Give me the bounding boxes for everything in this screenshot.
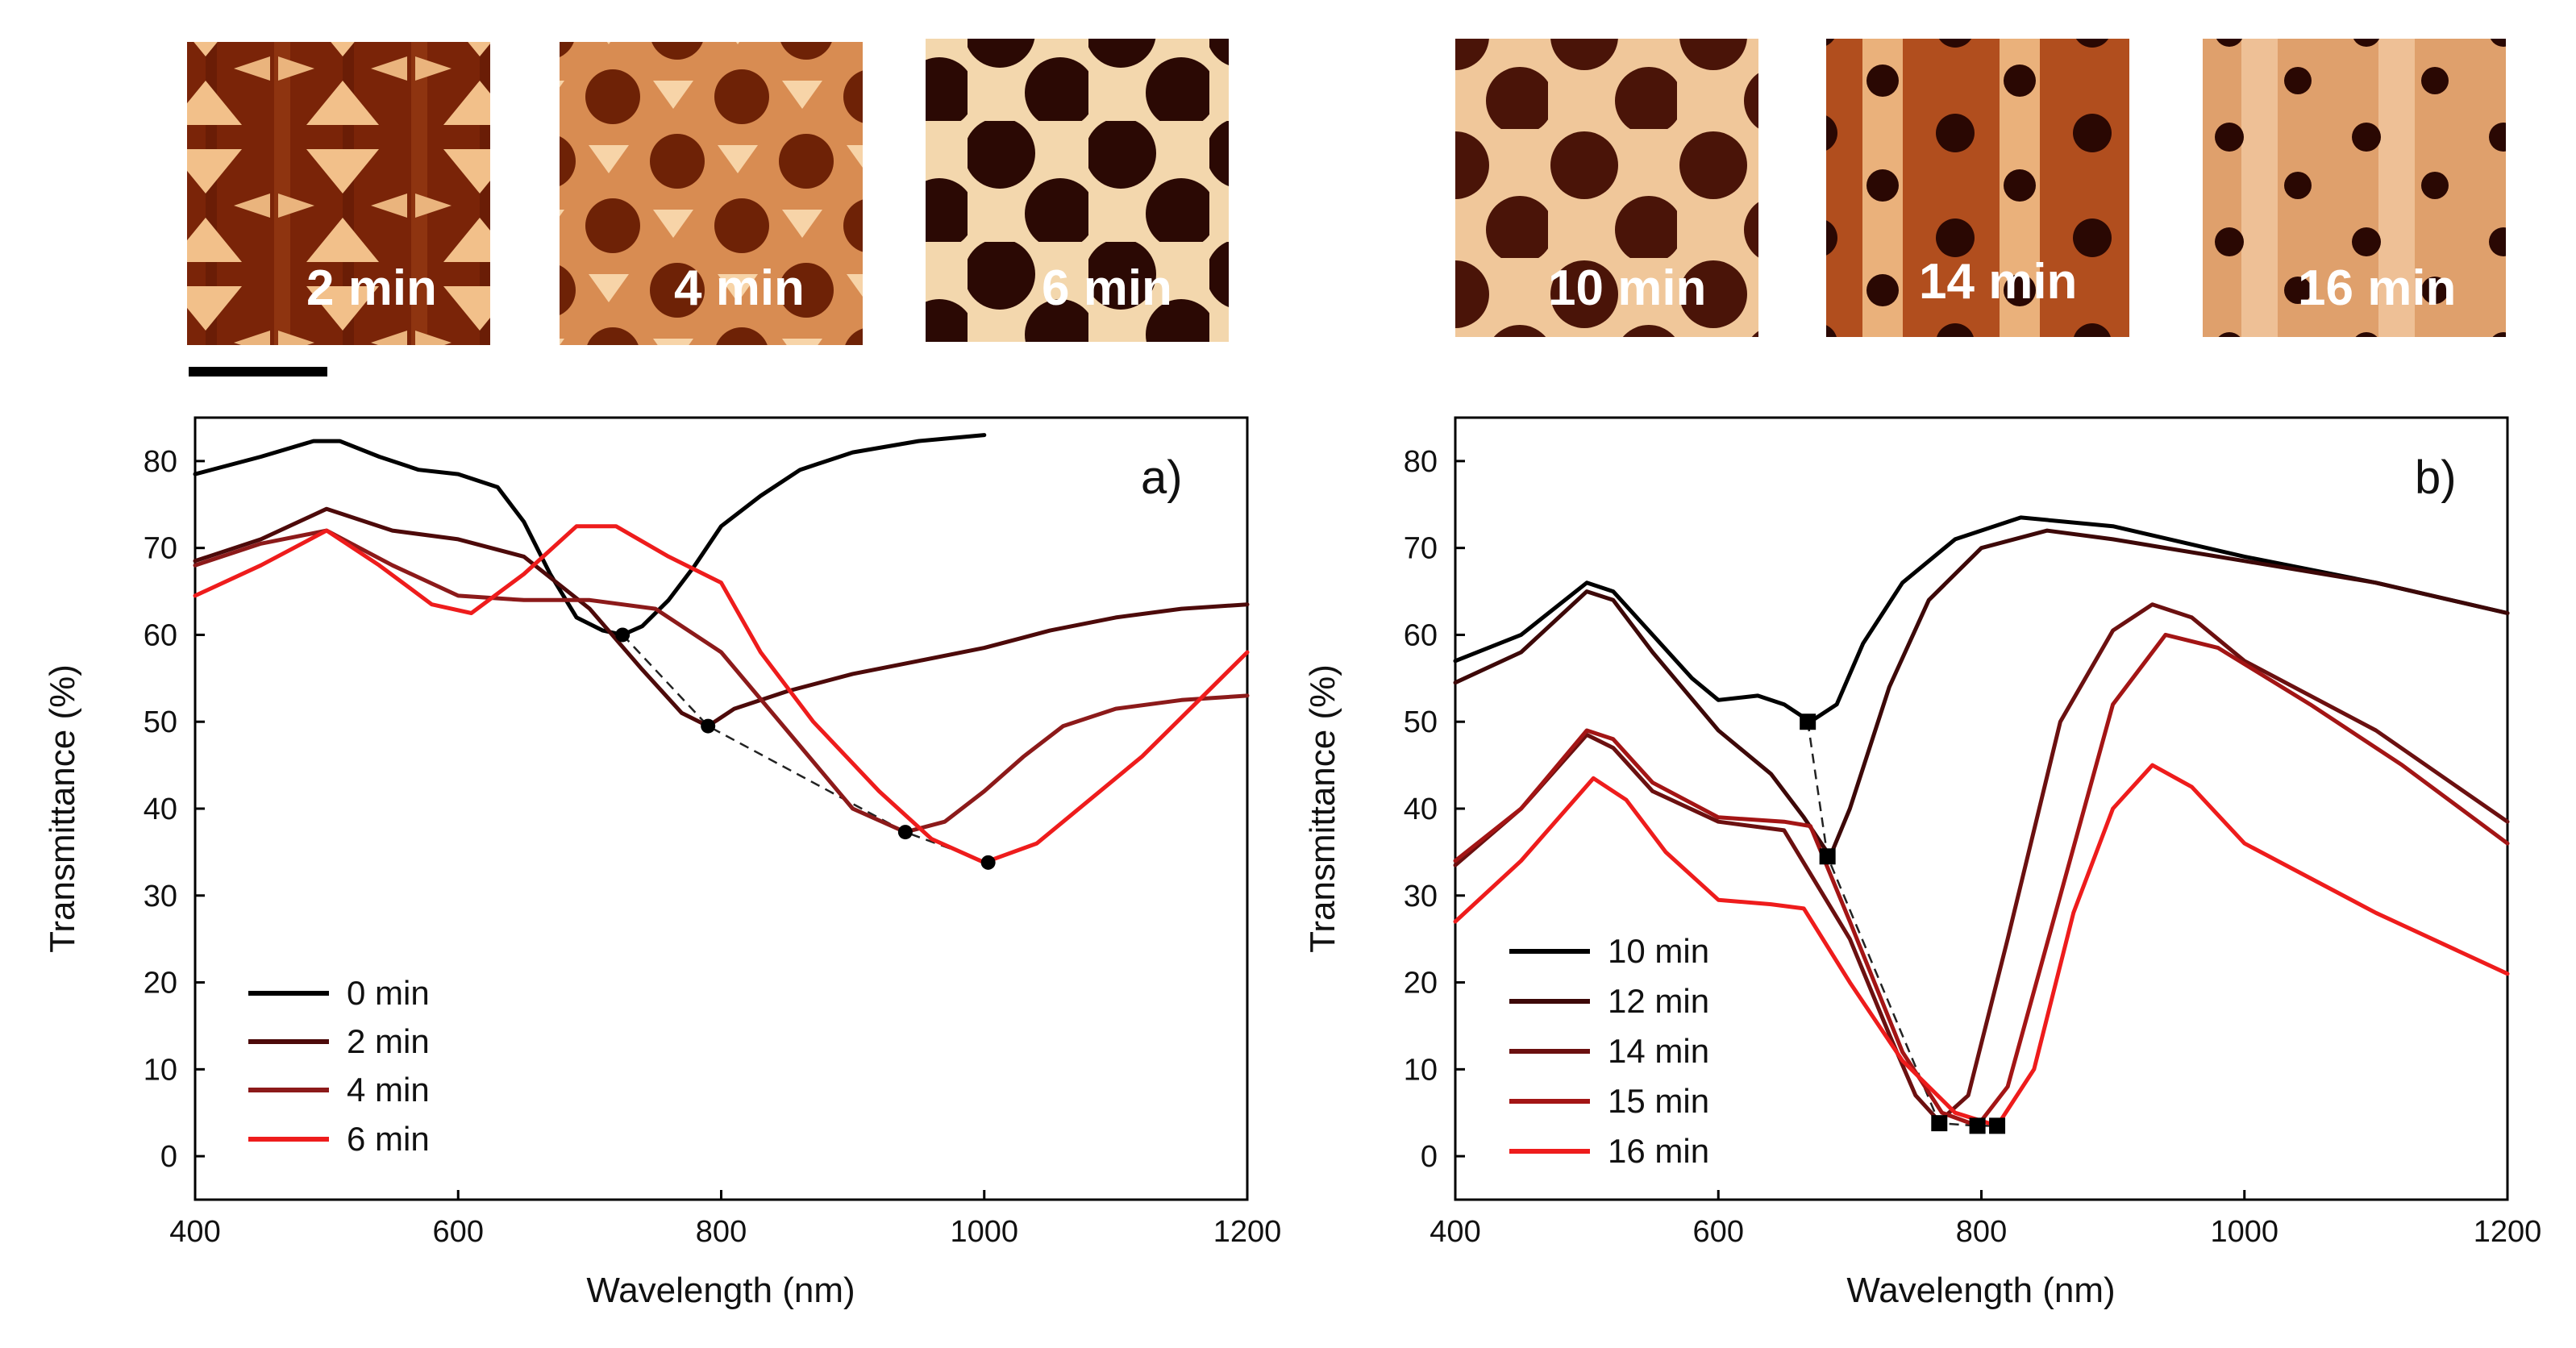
afm-image-16min: 16 min bbox=[2203, 39, 2506, 337]
x-tick-label: 800 bbox=[1956, 1215, 2007, 1249]
minimum-marker bbox=[701, 718, 716, 734]
y-tick-label: 70 bbox=[144, 532, 177, 566]
legend: 0 min 2 min 4 min 6 min bbox=[248, 974, 430, 1158]
chart-b: b) Wavelength (nm) Transmittance (%) 400… bbox=[1303, 416, 2542, 1310]
y-tick-label: 50 bbox=[144, 705, 177, 739]
afm-label: 16 min bbox=[2298, 260, 2456, 316]
legend-item: 2 min bbox=[347, 1022, 430, 1060]
series-line-4-min bbox=[193, 528, 1250, 834]
afm-label: 6 min bbox=[1042, 260, 1172, 316]
afm-label: 10 min bbox=[1548, 260, 1706, 316]
y-tick-label: 70 bbox=[1404, 532, 1438, 566]
legend-item: 14 min bbox=[1608, 1032, 1709, 1070]
legend-item: 10 min bbox=[1608, 932, 1709, 970]
minimum-marker bbox=[897, 825, 913, 840]
x-tick-label: 1200 bbox=[2474, 1215, 2542, 1249]
y-tick-label: 0 bbox=[1421, 1140, 1438, 1174]
legend-item: 16 min bbox=[1608, 1132, 1709, 1170]
x-tick-label: 1000 bbox=[2210, 1215, 2278, 1249]
y-axis-label: Transmittance (%) bbox=[43, 664, 82, 953]
y-tick-label: 80 bbox=[1404, 445, 1438, 479]
y-tick-label: 30 bbox=[144, 880, 177, 913]
y-axis-label: Transmittance (%) bbox=[1303, 664, 1342, 953]
chart-a: a) Wavelength (nm) Transmittance (%) 400… bbox=[43, 416, 1282, 1310]
afm-image-2min: 2 min bbox=[187, 42, 490, 345]
x-tick-label: 600 bbox=[433, 1215, 484, 1249]
legend: 10 min 12 min 14 min 15 min 16 min bbox=[1509, 932, 1709, 1170]
legend-item: 12 min bbox=[1608, 982, 1709, 1020]
panel-label: a) bbox=[1141, 451, 1183, 504]
series-line-12-min bbox=[1453, 528, 2510, 859]
minimum-marker bbox=[1800, 714, 1817, 730]
x-tick-label: 600 bbox=[1693, 1215, 1744, 1249]
y-tick-label: 60 bbox=[1404, 618, 1438, 652]
series-line-16-min bbox=[1453, 763, 2510, 1128]
afm-image-6min: 6 min bbox=[926, 39, 1229, 342]
y-tick-label: 10 bbox=[1404, 1053, 1438, 1087]
series-line-6-min bbox=[193, 524, 1250, 865]
y-tick-label: 20 bbox=[144, 967, 177, 1001]
afm-image-4min: 4 min bbox=[560, 42, 863, 345]
y-tick-label: 80 bbox=[144, 445, 177, 479]
afm-label: 2 min bbox=[306, 260, 437, 316]
legend-item: 4 min bbox=[347, 1071, 430, 1109]
minima-trend-line bbox=[622, 634, 989, 863]
minimum-marker bbox=[1989, 1117, 2006, 1134]
afm-image-14min: 14 min bbox=[1826, 39, 2129, 337]
series-line-2-min bbox=[193, 506, 1250, 729]
afm-image-10min: 10 min bbox=[1455, 39, 1758, 337]
afm-label: 14 min bbox=[1919, 254, 2077, 310]
minimum-marker bbox=[1819, 848, 1836, 865]
x-axis-label: Wavelength (nm) bbox=[586, 1271, 855, 1310]
minimum-marker bbox=[1969, 1117, 1986, 1134]
x-tick-label: 400 bbox=[1429, 1215, 1480, 1249]
legend-item: 0 min bbox=[347, 974, 430, 1012]
x-tick-label: 1200 bbox=[1213, 1215, 1282, 1249]
y-tick-label: 50 bbox=[1404, 705, 1438, 739]
series-line-0-min bbox=[193, 433, 987, 637]
y-tick-label: 20 bbox=[1404, 967, 1438, 1001]
y-tick-label: 10 bbox=[144, 1053, 177, 1087]
legend-item: 15 min bbox=[1608, 1082, 1709, 1120]
minimum-marker bbox=[615, 627, 630, 643]
scale-bar bbox=[189, 367, 327, 377]
y-tick-label: 30 bbox=[1404, 880, 1438, 913]
x-axis-label: Wavelength (nm) bbox=[1846, 1271, 2115, 1310]
panel-label: b) bbox=[2415, 451, 2457, 504]
x-tick-label: 400 bbox=[169, 1215, 220, 1249]
x-tick-label: 1000 bbox=[950, 1215, 1018, 1249]
y-tick-label: 60 bbox=[144, 618, 177, 652]
x-tick-label: 800 bbox=[696, 1215, 747, 1249]
y-tick-label: 0 bbox=[160, 1140, 177, 1174]
legend-item: 6 min bbox=[347, 1120, 430, 1158]
minimum-marker bbox=[1931, 1115, 1948, 1132]
y-tick-label: 40 bbox=[144, 793, 177, 826]
y-tick-label: 40 bbox=[1404, 793, 1438, 826]
afm-label: 4 min bbox=[674, 260, 805, 316]
minimum-marker bbox=[980, 855, 996, 870]
series-line-14-min bbox=[1453, 602, 2510, 1124]
